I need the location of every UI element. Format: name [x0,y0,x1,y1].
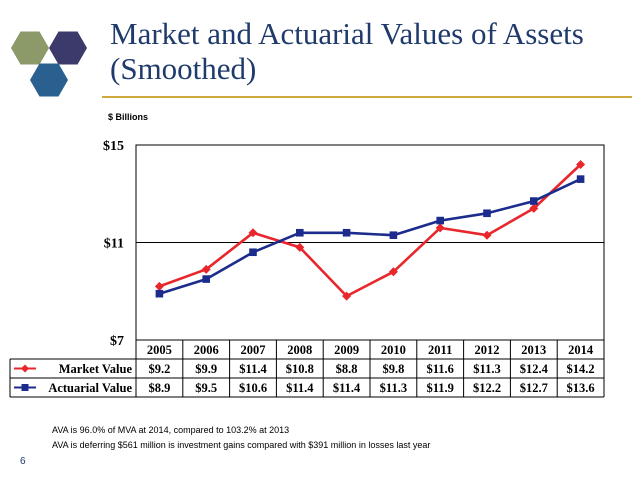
footnote-ava-deferral: AVA is deferring $561 million is investm… [52,440,431,450]
category-label: 2009 [334,343,359,357]
logo-hexagon [11,31,49,65]
data-point [483,209,491,218]
logo-hexagon [30,63,68,97]
data-point [388,267,398,277]
footnote-ava-ratio: AVA is 96.0% of MVA at 2014, compared to… [52,425,290,435]
data-point [435,223,445,233]
table-value-cell: $10.6 [239,381,267,395]
company-logo [11,31,87,97]
legend-key-marker [21,364,29,373]
table-value-cell: $12.7 [520,381,548,395]
category-label: 2011 [428,343,452,357]
data-point [201,264,211,274]
series-line [159,177,582,295]
table-value-cell: $8.9 [148,381,170,395]
data-point [576,175,585,183]
gridlines [136,144,604,341]
table-value-cell: $13.6 [567,381,595,395]
y-axis-ticks: $7 $11 $15 [103,139,124,349]
slide-title: Market and Actuarial Values of Assets (S… [110,16,584,86]
data-point [154,281,164,291]
table-value-cell: $11.4 [239,362,267,376]
y-axis-unit-label: $ Billions [108,112,149,122]
legend-key-marker [21,384,29,391]
category-label: 2005 [147,343,172,357]
table-value-cell: $11.4 [286,381,314,395]
data-point [576,160,586,169]
data-point [482,230,492,240]
series-line [158,163,582,298]
y-tick-label: $11 [104,237,124,252]
table-value-cell: $12.4 [520,362,549,376]
table-value-cell: $9.2 [148,362,170,376]
category-label: 2014 [568,343,594,357]
table-value-cell: $9.9 [195,362,217,376]
table-value-cell: $9.5 [195,381,217,395]
page-number: 6 [20,456,26,467]
series-lines [154,160,586,301]
category-label: 2008 [287,343,312,357]
title-underline [102,96,632,98]
table-value-cell: $11.4 [333,381,361,395]
table-value-cell: $8.8 [336,362,358,376]
table-value-cell: $9.8 [382,362,404,376]
y-tick-label: $7 [110,334,124,349]
data-point [248,228,258,238]
category-label: 2010 [381,343,406,357]
data-point [436,216,444,225]
data-point [342,228,351,237]
data-point [155,289,164,298]
table-value-cell: $11.3 [473,362,500,376]
table-value-cell: $11.6 [426,362,453,376]
category-label: 2006 [194,343,219,357]
category-label: 2007 [241,343,266,357]
table-value-cell: $14.2 [567,362,595,376]
data-table: 2005 2006 2007 2008 2009 2010 2011 2012 2013 2014… [9,339,605,398]
data-point [529,203,539,213]
category-label: 2013 [521,343,546,357]
table-value-cell: $11.9 [426,381,453,395]
legend-series-name: Actuarial Value [48,381,132,395]
table-value-cell: $11.3 [380,381,407,395]
data-point [249,248,257,257]
category-label: 2012 [475,343,500,357]
data-point [202,275,210,283]
data-point [296,228,304,237]
table-value-cell: $12.2 [473,381,501,395]
y-tick-label: $15 [103,139,124,154]
table-value-cell: $10.8 [286,362,314,376]
data-point [295,242,305,252]
logo-hexagon [49,31,87,65]
legend-series-name: Market Value [59,362,133,376]
data-point [342,291,352,301]
data-point [530,197,538,205]
data-point [389,231,398,239]
